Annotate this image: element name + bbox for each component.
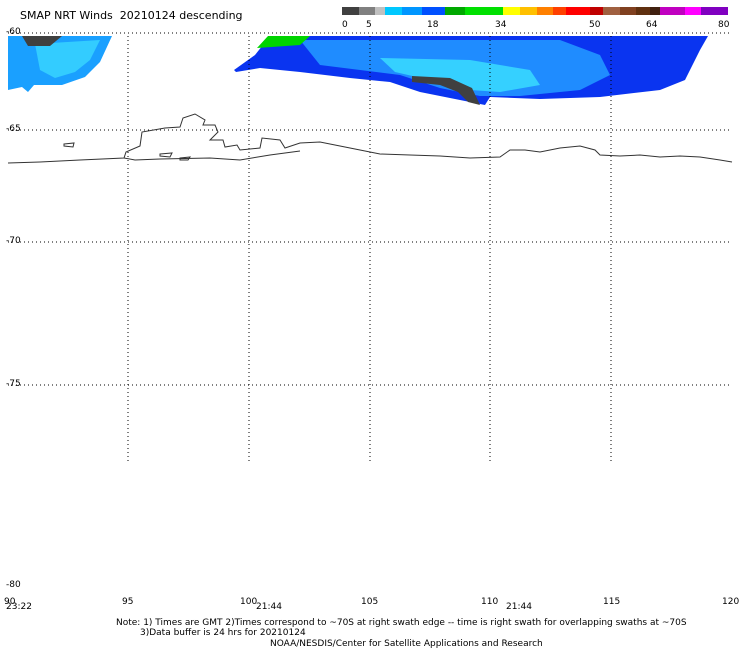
note-line-1: Note: 1) Times are GMT 2)Times correspon… [116,618,687,628]
colorbar-segment [375,7,386,15]
colorbar-label: 0 [342,20,348,30]
left-swath-light [35,40,100,78]
colorbar-label: 64 [646,20,658,30]
colorbar-segment [589,7,604,15]
lon-label-90: 90 [4,597,16,607]
colorbar-segment [358,7,376,15]
lon-label-100: 100 [240,597,258,607]
colorbar-segment [701,7,728,15]
right-swath-light [380,58,540,92]
colorbar-segment [553,7,567,15]
lon-label-115: 115 [603,597,621,607]
colorbar-segment [619,7,637,15]
colorbar-label: 80 [718,20,730,30]
colorbar-segment [536,7,554,15]
wind-swaths [8,36,708,105]
colorbar-segment [659,7,685,15]
wind-speed-colorbar [342,7,728,15]
note-line-3: NOAA/NESDIS/Center for Satellite Applica… [270,639,543,649]
right-swath-gray [412,76,480,105]
colorbar-segment [342,7,359,15]
colorbar-segment [421,7,446,15]
coastline [7,113,733,164]
colorbar-segment [385,7,402,15]
colorbar-label: 18 [427,20,439,30]
lat-label-65: -65 [6,124,21,134]
lon-label-105: 105 [361,597,379,607]
lon-label-110: 110 [481,597,499,607]
right-swath-green [257,36,310,48]
lon-label-95: 95 [122,597,134,607]
lat-label-75: -75 [6,379,21,389]
colorbar-segment [649,7,660,15]
lon-label-120: 120 [722,597,740,607]
colorbar-segment [445,7,466,15]
map-title: SMAP NRT Winds 20210124 descending [20,9,243,22]
colorbar-segment [566,7,590,15]
note-line-2: 3)Data buffer is 24 hrs for 20210124 [140,628,306,638]
graticule [8,32,732,463]
colorbar-segment [519,7,537,15]
left-swath-dark [22,36,62,46]
colorbar-segment [636,7,650,15]
colorbar-label: 50 [589,20,601,30]
lat-label-80: -80 [6,580,21,590]
colorbar-segment [401,7,422,15]
lat-label-60: -60 [6,27,21,37]
lat-label-70: -70 [6,236,21,246]
colorbar-segment [503,7,520,15]
colorbar-segment [684,7,702,15]
colorbar-segment [603,7,620,15]
swath-time-1: 23:22 [6,602,32,612]
colorbar-segment [465,7,504,15]
colorbar-label: 34 [495,20,507,30]
colorbar-label: 5 [366,20,372,30]
swath-time-3: 21:44 [506,602,532,612]
swath-time-2: 21:44 [256,602,282,612]
